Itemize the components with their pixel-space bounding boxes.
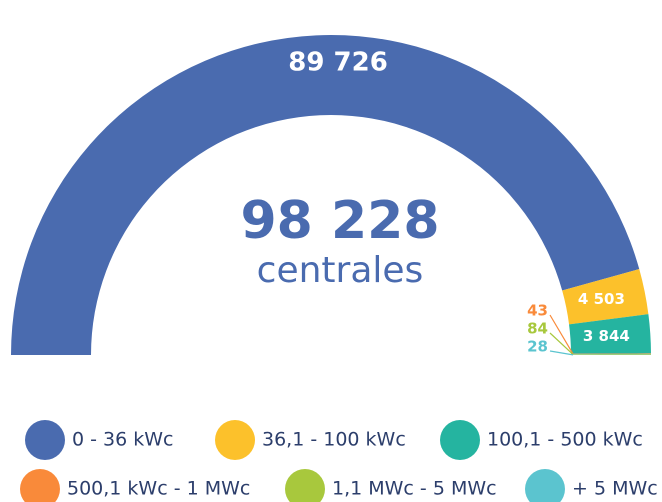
- leader-line: [549, 314, 574, 355]
- center-total: 98 228: [240, 191, 439, 251]
- legend-label: + 5 MWc: [572, 478, 658, 500]
- value-label: 43: [527, 302, 548, 320]
- segment: [570, 353, 651, 355]
- legend-label: 36,1 - 100 kWc: [262, 429, 406, 451]
- value-label: 3 844: [583, 327, 630, 345]
- value-label: 4 503: [578, 290, 625, 308]
- center-sublabel: centrales: [257, 250, 424, 291]
- legend-swatch: [25, 420, 65, 460]
- value-label: 28: [527, 338, 548, 356]
- legend-label: 0 - 36 kWc: [72, 429, 173, 451]
- segment: [562, 269, 649, 325]
- leader-line: [549, 332, 574, 355]
- segment: [11, 34, 640, 355]
- legend-label: 500,1 kWc - 1 MWc: [67, 478, 250, 500]
- legend-label: 1,1 MWc - 5 MWc: [332, 478, 497, 500]
- legend-swatch: [20, 469, 60, 502]
- leader-line: [549, 350, 574, 356]
- legend-swatch: [440, 420, 480, 460]
- value-label: 84: [527, 320, 548, 338]
- segment: [570, 353, 651, 355]
- legend-swatch: [285, 469, 325, 502]
- segment: [569, 314, 651, 354]
- legend-swatch: [215, 420, 255, 460]
- legend-label: 100,1 - 500 kWc: [487, 429, 643, 451]
- value-label: 89 726: [288, 48, 388, 78]
- legend-swatch: [525, 469, 565, 502]
